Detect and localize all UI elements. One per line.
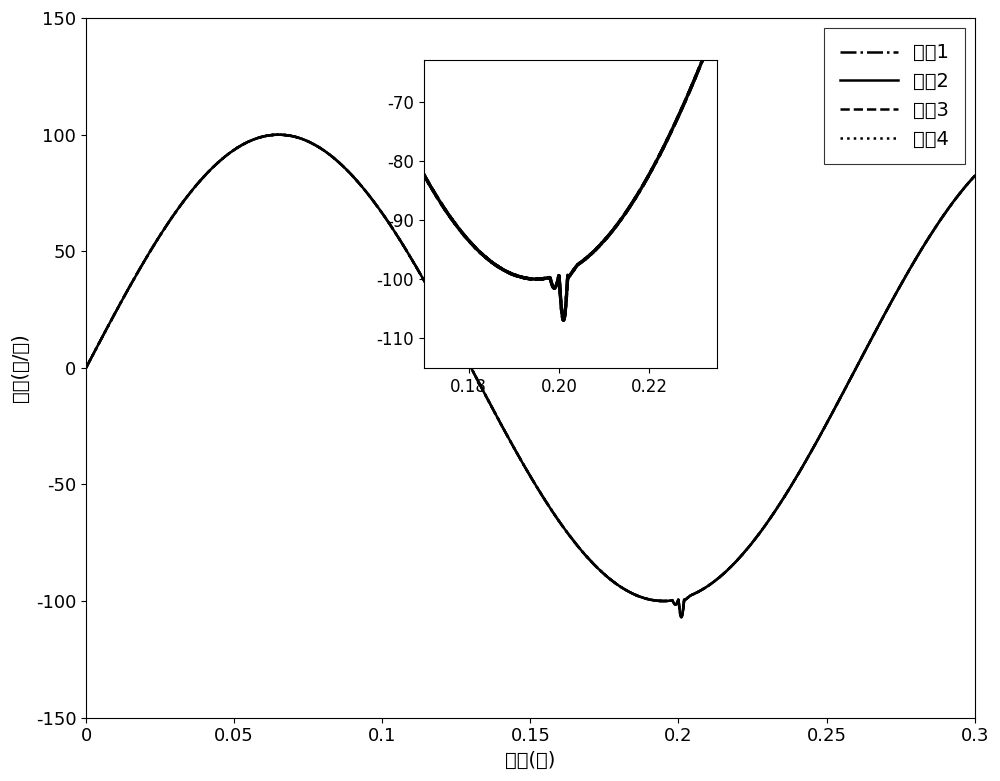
电机3 xyxy=(241,137,253,147)
电机1 xyxy=(241,137,253,147)
电机2 xyxy=(675,612,687,622)
电机1 xyxy=(272,130,284,139)
Line: 电机3: 电机3 xyxy=(86,134,975,617)
电机2 xyxy=(420,279,432,288)
电机2 xyxy=(743,541,755,551)
X-axis label: 时间(秒): 时间(秒) xyxy=(505,751,556,770)
电机3 xyxy=(613,581,625,590)
电机4 xyxy=(80,363,92,373)
电机4 xyxy=(613,581,625,590)
电机3 xyxy=(743,541,755,551)
电机4 xyxy=(675,612,687,622)
电机2 xyxy=(811,437,823,446)
电机1 xyxy=(658,597,670,606)
电机1 xyxy=(969,171,981,180)
电机4 xyxy=(420,279,432,288)
电机2 xyxy=(969,171,981,180)
电机1 xyxy=(743,541,755,551)
Legend: 电机1, 电机2, 电机3, 电机4: 电机1, 电机2, 电机3, 电机4 xyxy=(824,28,965,164)
电机2 xyxy=(80,363,92,373)
电机3 xyxy=(420,279,432,288)
电机1 xyxy=(675,612,687,622)
电机4 xyxy=(969,171,981,180)
电机1 xyxy=(613,581,625,590)
电机1 xyxy=(420,279,432,288)
电机3 xyxy=(969,171,981,180)
电机2 xyxy=(272,130,284,139)
电机4 xyxy=(241,137,253,147)
Y-axis label: 速度(转/分): 速度(转/分) xyxy=(11,333,30,402)
Line: 电机4: 电机4 xyxy=(86,134,975,617)
电机2 xyxy=(613,581,625,590)
Line: 电机2: 电机2 xyxy=(86,134,975,617)
电机3 xyxy=(80,363,92,373)
电机4 xyxy=(811,437,823,446)
电机4 xyxy=(275,130,287,139)
电机3 xyxy=(811,437,823,446)
电机4 xyxy=(743,541,755,551)
电机3 xyxy=(658,597,670,606)
Line: 电机1: 电机1 xyxy=(86,134,975,617)
电机2 xyxy=(241,137,253,147)
电机1 xyxy=(811,437,823,446)
电机3 xyxy=(675,612,687,622)
电机4 xyxy=(658,596,670,605)
电机3 xyxy=(273,130,285,139)
电机2 xyxy=(658,597,670,606)
电机1 xyxy=(80,363,92,373)
